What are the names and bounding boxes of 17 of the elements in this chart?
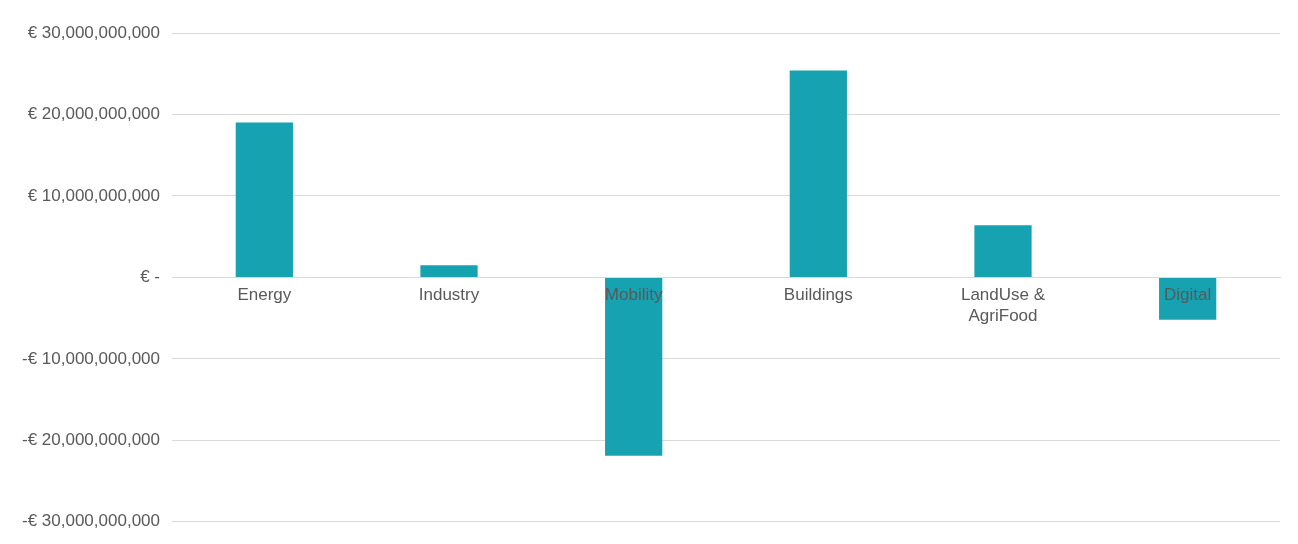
x-tick-label: Digital [1164,285,1212,305]
bar [789,70,847,277]
x-tick-label: Energy [237,285,292,305]
y-tick-label: € 20,000,000,000 [27,104,161,124]
bar [605,277,663,456]
bar [235,122,293,277]
y-tick-label: -€ 30,000,000,000 [21,511,161,531]
y-tick-label: -€ 10,000,000,000 [21,348,161,368]
bar [974,225,1032,277]
x-tick-label: Buildings [783,285,853,305]
x-tick-label: LandUse & AgriFood [960,285,1046,325]
y-tick-label: -€ 20,000,000,000 [21,430,161,450]
y-tick-label: € 10,000,000,000 [27,185,161,205]
y-tick-label: € - [140,267,161,287]
x-tick-label: Industry [418,285,480,305]
y-tick-label: € 30,000,000,000 [27,22,161,42]
bar [420,265,478,277]
